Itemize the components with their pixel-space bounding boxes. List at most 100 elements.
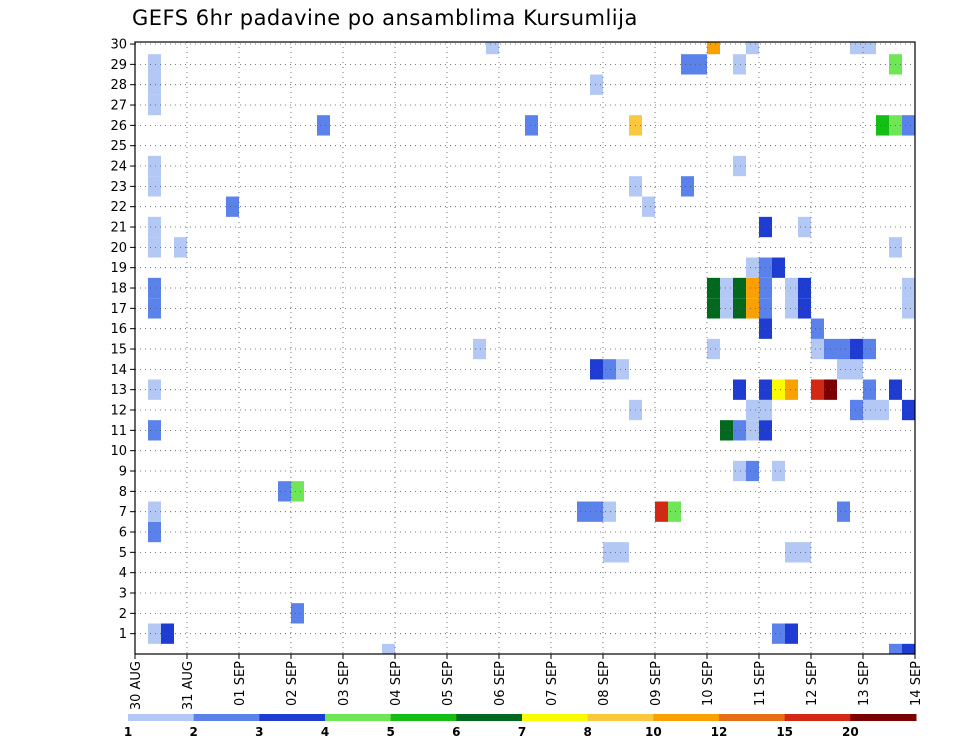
heatmap-cell <box>746 420 759 441</box>
chart-title: GEFS 6hr padavine po ansamblima Kursumli… <box>132 6 638 30</box>
y-tick-label: 27 <box>110 99 127 114</box>
x-tick-label: 04 SEP <box>389 661 404 706</box>
y-tick-label: 20 <box>110 241 127 256</box>
heatmap-cell <box>733 420 746 441</box>
heatmap-cell <box>161 623 174 644</box>
heatmap-cell <box>876 399 889 421</box>
colorbar: 1 2 3 4 5 6 7 8 10 12 15 20 <box>124 714 917 739</box>
plot-frame <box>134 41 916 655</box>
heatmap-cell <box>902 277 915 299</box>
y-tick-label: 16 <box>110 322 127 337</box>
colorbar-tick-label: 2 <box>189 725 197 739</box>
x-tick-label: 09 SEP <box>649 661 664 706</box>
heatmap-cell <box>590 359 603 380</box>
y-tick-label: 28 <box>110 78 127 93</box>
colorbar-tick-label: 7 <box>518 725 526 739</box>
y-tick-label: 3 <box>119 587 127 602</box>
heatmap-cell <box>746 399 759 421</box>
heatmap-cell <box>603 359 616 380</box>
y-tick-label: 12 <box>110 404 127 419</box>
heatmap-cell <box>863 42 876 55</box>
x-tick-label: 05 SEP <box>441 661 456 706</box>
colorbar-swatch <box>587 714 654 721</box>
y-tick-label: 25 <box>110 139 127 154</box>
heatmap-cell <box>291 603 304 624</box>
colorbar-swatch <box>259 714 326 721</box>
heatmap-cell <box>148 521 161 543</box>
heatmap-cell <box>811 338 824 360</box>
x-tick-label: 30 AUG <box>129 661 144 710</box>
heatmap-cell <box>707 42 720 55</box>
colorbar-tick-label: 6 <box>452 725 460 739</box>
y-tick-label: 14 <box>110 363 127 378</box>
heatmap-cell <box>850 359 863 380</box>
heatmap-cell <box>278 481 291 502</box>
heatmap-cell <box>590 501 603 522</box>
x-tick-label: 07 SEP <box>545 661 560 706</box>
x-tick-label: 10 SEP <box>701 661 716 706</box>
y-tick-label: 7 <box>119 505 127 520</box>
colorbar-tick-label: 4 <box>321 725 329 739</box>
heatmap-cell <box>746 277 759 299</box>
x-axis-ticks: 30 AUG 31 AUG 01 SEP 02 SEP 03 SEP 04 SEP 05 S… <box>129 654 924 710</box>
heatmap-cell <box>148 176 161 197</box>
heatmap-cell <box>642 196 655 217</box>
heatmap-cell <box>473 338 486 360</box>
heatmap-cell <box>811 318 824 339</box>
x-tick-label: 06 SEP <box>493 661 508 706</box>
heatmap-cell <box>772 257 785 278</box>
heatmap-cell <box>148 623 161 644</box>
colorbar-swatch <box>784 714 851 721</box>
colorbar-tick-label: 3 <box>255 725 263 739</box>
y-tick-label: 13 <box>110 383 127 398</box>
heatmap-cell <box>148 420 161 441</box>
colorbar-swatch <box>193 714 260 721</box>
heatmap-cell <box>772 460 785 482</box>
heatmap-cell <box>798 298 811 319</box>
colorbar-tick-label: 8 <box>583 725 591 739</box>
y-tick-label: 2 <box>119 607 127 622</box>
heatmap-cell <box>811 379 824 400</box>
heatmap-cell <box>148 277 161 299</box>
colorbar-swatch <box>128 714 195 721</box>
heatmap-cell <box>707 338 720 360</box>
x-tick-label: 13 SEP <box>857 661 872 706</box>
colorbar-tick-label: 20 <box>842 725 859 739</box>
heatmap-cell <box>616 359 629 380</box>
heatmap-cell <box>863 379 876 400</box>
colorbar-tick-label: 10 <box>645 725 662 739</box>
y-tick-label: 21 <box>110 221 127 236</box>
heatmap-cell <box>525 115 538 136</box>
y-tick-label: 9 <box>119 465 127 480</box>
heatmap-cell <box>746 42 759 55</box>
y-tick-label: 29 <box>110 58 127 73</box>
colorbar-tick-label: 5 <box>386 725 394 739</box>
colorbar-swatch <box>390 714 457 721</box>
heatmap-cell <box>863 399 876 421</box>
y-tick-label: 23 <box>110 180 127 195</box>
heatmap-cell <box>785 379 798 400</box>
x-tick-label: 03 SEP <box>337 661 352 706</box>
heatmap-cell <box>798 277 811 299</box>
heatmap-cell <box>837 501 850 522</box>
heatmap-cell <box>291 481 304 502</box>
heatmap-cell <box>772 623 785 644</box>
heatmap-cell <box>850 42 863 55</box>
heatmap-cell <box>148 379 161 400</box>
heatmap-cell <box>733 298 746 319</box>
heatmap-cell <box>876 115 889 136</box>
heatmap-cell <box>148 94 161 116</box>
colorbar-tick-label: 15 <box>776 725 793 739</box>
colorbar-tick-label: 12 <box>711 725 728 739</box>
y-tick-label: 26 <box>110 119 127 134</box>
heatmap-cell <box>382 643 395 654</box>
y-tick-label: 4 <box>119 566 127 581</box>
y-tick-label: 6 <box>119 526 127 541</box>
x-tick-label: 02 SEP <box>285 661 300 706</box>
heatmap-cell <box>733 460 746 482</box>
heatmap-cell <box>148 54 161 75</box>
grid-lines <box>135 42 915 654</box>
y-tick-label: 10 <box>110 444 127 459</box>
heatmap-cell <box>902 643 915 654</box>
